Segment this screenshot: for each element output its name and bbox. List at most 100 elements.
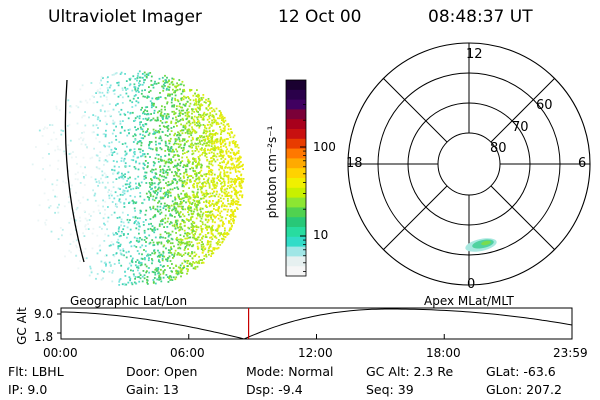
earth-pixel <box>162 207 165 209</box>
earth-pixel <box>175 172 177 175</box>
earth-pixel <box>201 136 204 139</box>
earth-pixel <box>158 276 161 279</box>
earth-pixel <box>177 169 179 172</box>
earth-pixel <box>55 196 58 198</box>
earth-pixel <box>191 109 194 112</box>
earth-pixel <box>199 207 202 210</box>
earth-pixel <box>157 82 160 84</box>
earth-pixel <box>183 139 186 142</box>
earth-pixel <box>105 254 108 257</box>
earth-pixel <box>192 118 195 121</box>
earth-pixel <box>187 260 190 262</box>
earth-pixel <box>203 201 205 203</box>
earth-pixel <box>150 141 153 143</box>
earth-pixel <box>118 259 120 262</box>
earth-pixel <box>206 159 208 162</box>
earth-pixel <box>188 115 191 118</box>
earth-pixel <box>124 142 127 145</box>
earth-pixel <box>152 104 155 106</box>
earth-pixel <box>219 114 222 116</box>
earth-pixel <box>49 205 52 207</box>
earth-pixel <box>219 180 221 182</box>
earth-pixel <box>131 89 134 92</box>
earth-pixel <box>195 124 198 127</box>
earth-pixel <box>195 239 197 241</box>
earth-pixel <box>116 195 119 197</box>
earth-pixel <box>156 228 159 231</box>
earth-pixel <box>133 274 135 277</box>
earth-pixel <box>55 184 58 186</box>
earth-pixel <box>219 162 221 164</box>
earth-pixel <box>189 175 192 177</box>
earth-pixel <box>150 106 153 109</box>
earth-pixel <box>119 243 122 246</box>
earth-pixel <box>201 118 204 121</box>
colorbar-segment <box>286 138 306 150</box>
earth-pixel <box>142 149 144 152</box>
colorbar-segment <box>286 187 306 199</box>
earth-pixel <box>144 95 146 98</box>
earth-pixel <box>97 184 99 187</box>
earth-pixel <box>143 239 146 241</box>
earth-pixel <box>235 160 238 163</box>
earth-pixel <box>184 183 187 186</box>
earth-pixel <box>121 172 123 175</box>
earth-pixel <box>224 125 226 128</box>
earth-pixel <box>218 155 221 158</box>
earth-pixel <box>195 147 198 150</box>
earth-pixel <box>230 180 233 183</box>
earth-pixel <box>115 138 118 141</box>
earth-pixel <box>189 202 191 205</box>
earth-pixel <box>220 200 223 203</box>
earth-pixel <box>208 240 210 243</box>
earth-pixel <box>136 266 138 269</box>
earth-pixel <box>196 186 199 188</box>
earth-pixel <box>205 173 208 175</box>
earth-pixel <box>192 191 195 194</box>
earth-pixel <box>222 235 225 238</box>
colorbar-segment <box>286 197 306 208</box>
earth-pixel <box>208 115 210 118</box>
earth-pixel <box>139 192 142 194</box>
earth-pixel <box>193 237 196 240</box>
earth-pixel <box>183 215 186 218</box>
earth-pixel <box>198 100 200 103</box>
earth-pixel <box>124 271 126 273</box>
earth-pixel <box>213 204 215 207</box>
earth-pixel <box>237 198 240 201</box>
colorbar-segment <box>286 227 306 238</box>
earth-pixel <box>172 78 175 81</box>
earth-pixel <box>206 214 209 217</box>
earth-pixel <box>198 172 200 174</box>
earth-pixel <box>159 190 162 192</box>
earth-pixel <box>59 227 62 229</box>
earth-pixel <box>117 247 120 250</box>
earth-pixel <box>220 232 222 234</box>
earth-pixel <box>216 214 219 216</box>
earth-pixel <box>158 225 161 227</box>
earth-pixel <box>231 183 233 186</box>
earth-pixel <box>107 234 110 237</box>
earth-pixel <box>165 193 167 196</box>
earth-pixel <box>161 85 164 88</box>
earth-pixel <box>137 101 140 104</box>
earth-pixel <box>146 196 149 198</box>
earth-pixel <box>138 162 141 165</box>
earth-pixel <box>69 243 72 245</box>
earth-pixel <box>169 148 171 151</box>
earth-pixel <box>176 253 179 256</box>
earth-pixel <box>188 195 191 198</box>
earth-pixel <box>191 108 193 110</box>
earth-pixel <box>183 143 186 146</box>
earth-pixel <box>101 227 103 230</box>
earth-pixel <box>135 186 138 188</box>
earth-pixel <box>155 97 157 100</box>
earth-pixel <box>169 260 172 262</box>
earth-pixel <box>174 112 177 114</box>
earth-pixel <box>84 224 87 226</box>
earth-pixel <box>67 201 70 204</box>
earth-pixel <box>208 152 211 154</box>
earth-pixel <box>148 182 151 184</box>
earth-pixel <box>230 210 233 212</box>
earth-pixel <box>139 121 141 124</box>
